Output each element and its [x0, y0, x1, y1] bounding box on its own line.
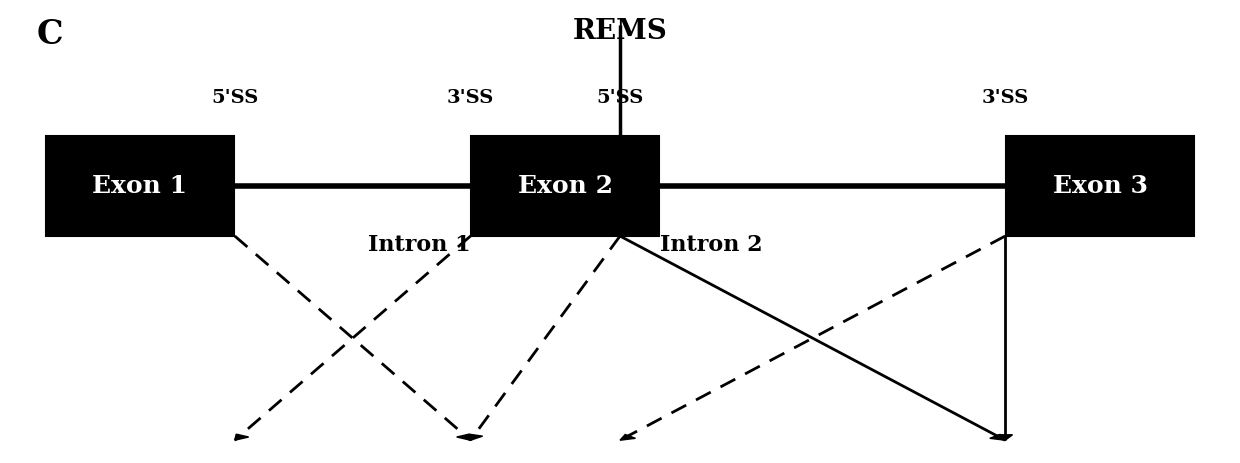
- Text: C: C: [37, 18, 63, 51]
- Text: 3'SS: 3'SS: [446, 89, 495, 106]
- Polygon shape: [998, 435, 1013, 440]
- Text: 3'SS: 3'SS: [982, 89, 1029, 106]
- Polygon shape: [456, 434, 470, 440]
- Text: Exon 1: Exon 1: [93, 174, 187, 198]
- Text: Intron 1: Intron 1: [368, 234, 470, 256]
- Text: 5'SS: 5'SS: [596, 89, 644, 106]
- Polygon shape: [234, 434, 249, 440]
- Text: REMS: REMS: [573, 18, 667, 45]
- Polygon shape: [469, 434, 482, 440]
- Polygon shape: [620, 434, 635, 440]
- Bar: [471, 136, 660, 236]
- Bar: [1006, 136, 1194, 236]
- Text: Exon 3: Exon 3: [1053, 174, 1147, 198]
- Text: Exon 2: Exon 2: [518, 174, 613, 198]
- Text: Intron 2: Intron 2: [660, 234, 763, 256]
- Polygon shape: [990, 434, 1006, 440]
- Text: 5'SS: 5'SS: [211, 89, 258, 106]
- Bar: [46, 136, 234, 236]
